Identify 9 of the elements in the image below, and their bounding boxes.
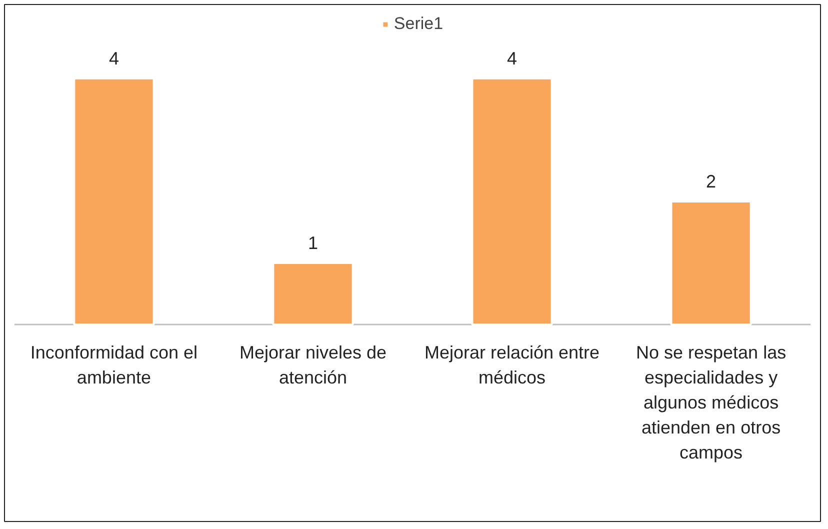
data-label: 1 — [308, 233, 318, 253]
data-label: 4 — [108, 48, 119, 68]
x-tick-label: Inconformidad con el ambiente — [30, 342, 198, 388]
data-label: 4 — [507, 48, 518, 68]
x-tick-label: Mejorar niveles de atención — [239, 342, 387, 388]
data-label: 2 — [706, 171, 716, 192]
x-tick-label: No se respetan las especialidades y algunos médicos atienden en otros campos — [636, 342, 786, 463]
legend-label: Serie1 — [394, 14, 444, 34]
x-tick-label: Mejorar relación entre médicos — [424, 342, 600, 388]
